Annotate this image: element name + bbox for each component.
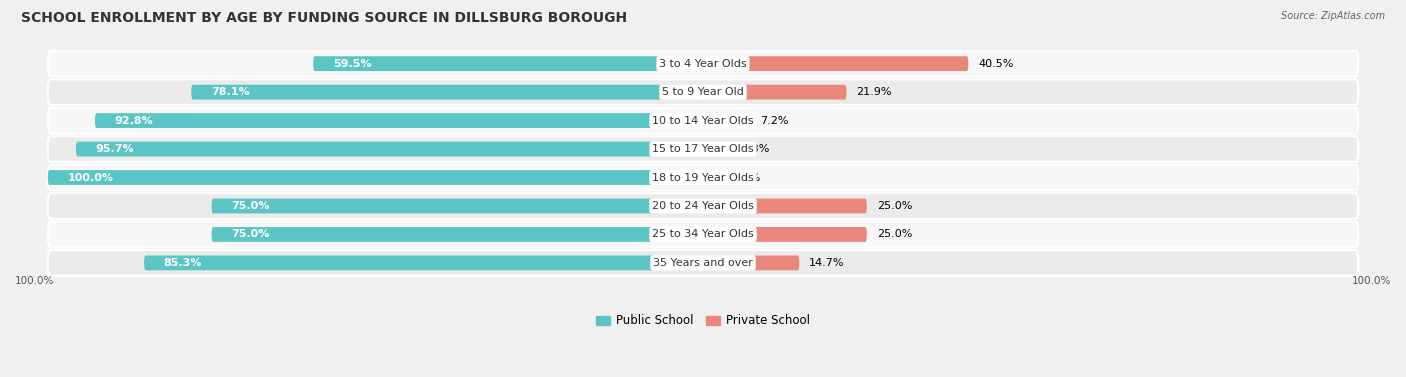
FancyBboxPatch shape [48, 170, 703, 185]
Text: 92.8%: 92.8% [115, 116, 153, 126]
Text: 5 to 9 Year Old: 5 to 9 Year Old [662, 87, 744, 97]
Text: 7.2%: 7.2% [761, 116, 789, 126]
FancyBboxPatch shape [314, 56, 703, 71]
Text: 25.0%: 25.0% [876, 201, 912, 211]
FancyBboxPatch shape [211, 227, 703, 242]
Text: 15 to 17 Year Olds: 15 to 17 Year Olds [652, 144, 754, 154]
Text: SCHOOL ENROLLMENT BY AGE BY FUNDING SOURCE IN DILLSBURG BOROUGH: SCHOOL ENROLLMENT BY AGE BY FUNDING SOUR… [21, 11, 627, 25]
Text: 100.0%: 100.0% [1351, 276, 1391, 285]
Text: 3 to 4 Year Olds: 3 to 4 Year Olds [659, 59, 747, 69]
Text: 14.7%: 14.7% [808, 258, 845, 268]
FancyBboxPatch shape [703, 85, 846, 100]
Text: 95.7%: 95.7% [96, 144, 134, 154]
Text: 10 to 14 Year Olds: 10 to 14 Year Olds [652, 116, 754, 126]
Text: 78.1%: 78.1% [211, 87, 249, 97]
FancyBboxPatch shape [703, 227, 868, 242]
Text: 40.5%: 40.5% [979, 59, 1014, 69]
Text: 75.0%: 75.0% [231, 230, 270, 239]
Text: 21.9%: 21.9% [856, 87, 891, 97]
FancyBboxPatch shape [211, 199, 703, 213]
FancyBboxPatch shape [48, 51, 1358, 77]
FancyBboxPatch shape [143, 256, 703, 270]
FancyBboxPatch shape [703, 199, 868, 213]
FancyBboxPatch shape [48, 193, 1358, 219]
Text: 59.5%: 59.5% [333, 59, 371, 69]
Legend: Public School, Private School: Public School, Private School [596, 314, 810, 328]
Text: 25 to 34 Year Olds: 25 to 34 Year Olds [652, 230, 754, 239]
FancyBboxPatch shape [703, 256, 800, 270]
FancyBboxPatch shape [703, 113, 751, 128]
FancyBboxPatch shape [96, 113, 703, 128]
Text: Source: ZipAtlas.com: Source: ZipAtlas.com [1281, 11, 1385, 21]
FancyBboxPatch shape [191, 85, 703, 100]
FancyBboxPatch shape [48, 136, 1358, 162]
Text: 75.0%: 75.0% [231, 201, 270, 211]
FancyBboxPatch shape [703, 142, 731, 156]
FancyBboxPatch shape [76, 142, 703, 156]
FancyBboxPatch shape [48, 79, 1358, 105]
FancyBboxPatch shape [48, 222, 1358, 247]
Text: 100.0%: 100.0% [67, 173, 114, 182]
Text: 0.0%: 0.0% [733, 173, 761, 182]
Text: 18 to 19 Year Olds: 18 to 19 Year Olds [652, 173, 754, 182]
FancyBboxPatch shape [48, 165, 1358, 190]
FancyBboxPatch shape [703, 170, 723, 185]
Text: 25.0%: 25.0% [876, 230, 912, 239]
FancyBboxPatch shape [48, 108, 1358, 133]
Text: 20 to 24 Year Olds: 20 to 24 Year Olds [652, 201, 754, 211]
FancyBboxPatch shape [703, 56, 969, 71]
FancyBboxPatch shape [48, 250, 1358, 276]
Text: 4.3%: 4.3% [741, 144, 769, 154]
Text: 100.0%: 100.0% [15, 276, 55, 285]
Text: 85.3%: 85.3% [163, 258, 202, 268]
Text: 35 Years and over: 35 Years and over [652, 258, 754, 268]
